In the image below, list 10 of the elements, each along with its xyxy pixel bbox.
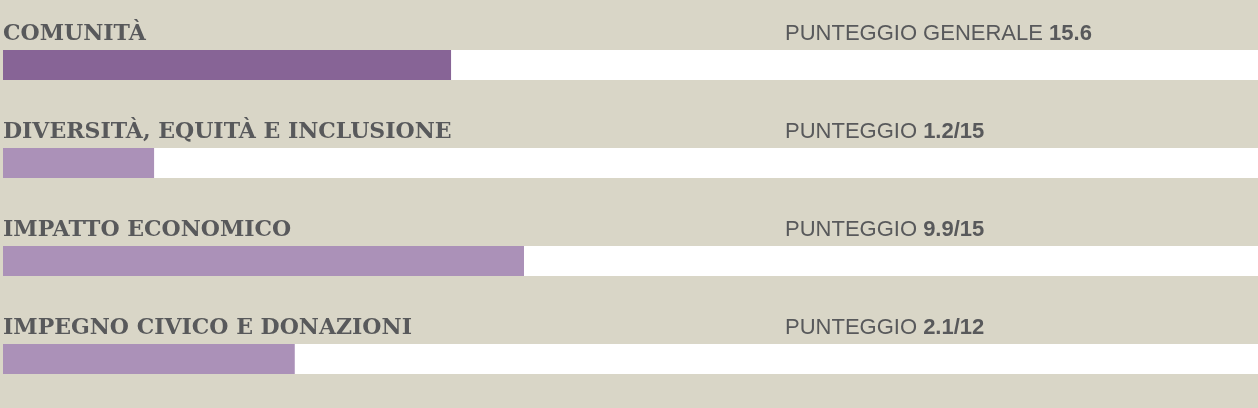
bar xyxy=(3,148,155,178)
text: PUNTEGGIO GENERALE 15.6 xyxy=(785,20,1092,45)
text: PUNTEGGIO 2.1/12 xyxy=(785,314,985,339)
y-tick-label: IMPEGNO CIVICO E DONAZIONI xyxy=(3,313,412,339)
y-tick-label: COMUNITÀ xyxy=(3,19,147,45)
y-tick-label: DIVERSITÀ, EQUITÀ E INCLUSIONE xyxy=(3,117,452,143)
y-tick-label: IMPATTO ECONOMICO xyxy=(3,215,292,241)
text: PUNTEGGIO 9.9/15 xyxy=(785,216,985,241)
text: PUNTEGGIO 1.2/15 xyxy=(785,118,985,143)
bar xyxy=(3,344,295,374)
